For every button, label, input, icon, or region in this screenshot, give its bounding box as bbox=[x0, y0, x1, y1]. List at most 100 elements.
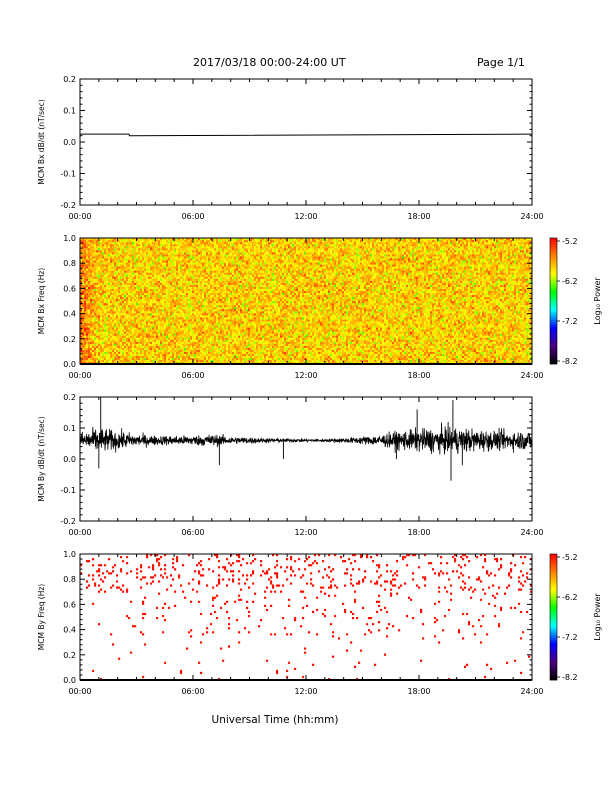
spectrogram-cell bbox=[170, 258, 173, 261]
spectrogram-cell bbox=[168, 240, 171, 243]
spectrogram-cell bbox=[184, 262, 187, 265]
spectrogram-cell bbox=[100, 264, 103, 267]
spectrogram-cell bbox=[82, 274, 85, 277]
spectrogram-cell bbox=[82, 309, 85, 312]
spectrogram-cell bbox=[216, 335, 219, 338]
spectrogram-cell bbox=[130, 327, 133, 330]
spectrogram-cell bbox=[158, 290, 161, 294]
spectrogram-cell bbox=[148, 252, 151, 255]
spectrogram-cell bbox=[82, 290, 85, 294]
spectrogram-cell bbox=[118, 260, 121, 263]
spectrogram-cell bbox=[130, 347, 133, 350]
spectrogram-cell bbox=[180, 341, 183, 344]
spectrogram-cell bbox=[186, 347, 189, 350]
spectrogram-cell bbox=[80, 333, 83, 336]
spectrogram-cell bbox=[214, 337, 217, 340]
spectrogram-cell bbox=[222, 345, 225, 348]
spectrogram-cell bbox=[158, 286, 161, 289]
spectrogram-cell bbox=[168, 254, 171, 257]
spectrogram-cell bbox=[182, 327, 185, 330]
spectrogram-cell bbox=[164, 349, 167, 352]
series-line bbox=[80, 133, 533, 137]
spectrogram-cell bbox=[178, 268, 181, 271]
spectrogram-cell bbox=[184, 353, 187, 357]
spectrogram-cell bbox=[128, 296, 131, 300]
spectrogram-cell bbox=[104, 321, 107, 324]
spectrogram-cell bbox=[162, 323, 165, 326]
spectrogram-cell bbox=[210, 252, 213, 255]
spectrogram-cell bbox=[228, 266, 231, 269]
spectrogram-cell bbox=[196, 288, 199, 291]
spectrogram-cell bbox=[148, 335, 151, 338]
spectrogram-cell bbox=[230, 323, 233, 326]
spectrogram-cell bbox=[112, 359, 115, 363]
spectrogram-cell bbox=[134, 355, 137, 359]
spectrogram-cell bbox=[146, 238, 149, 241]
spectrogram-cell bbox=[232, 260, 235, 263]
spectrogram-cell bbox=[104, 303, 107, 306]
spectrogram-cell bbox=[134, 290, 137, 294]
spectrogram-cell bbox=[172, 337, 175, 340]
spectrogram-cell bbox=[222, 292, 225, 296]
spectrogram-cell bbox=[170, 288, 173, 291]
spectrogram-cell bbox=[150, 309, 153, 312]
spectrogram-cell bbox=[84, 268, 87, 271]
spectrogram-cell bbox=[228, 290, 231, 294]
spectrogram-cell bbox=[176, 276, 179, 279]
spectrogram-cell bbox=[118, 246, 121, 249]
spectrogram-cell bbox=[132, 292, 135, 296]
spectrogram-cell bbox=[80, 341, 83, 344]
spectrogram-cell bbox=[176, 327, 179, 330]
spectrogram-cell bbox=[236, 268, 239, 271]
spectrogram-cell bbox=[128, 252, 131, 255]
spectrogram-cell bbox=[186, 317, 189, 320]
spectrogram-cell bbox=[84, 266, 87, 269]
spectrogram-cell bbox=[100, 274, 103, 277]
spectrogram-cell bbox=[198, 290, 201, 294]
spectrogram-cell bbox=[122, 264, 125, 267]
spectrogram-cell bbox=[80, 343, 83, 346]
spectrogram-cell bbox=[174, 301, 177, 304]
spectrogram-cell bbox=[224, 313, 227, 316]
spectrogram-cell bbox=[100, 296, 103, 300]
spectrogram-cell bbox=[218, 331, 221, 334]
spectrogram-cell bbox=[90, 278, 93, 281]
spectrogram-cell bbox=[100, 238, 103, 241]
spectrogram-cell bbox=[120, 258, 123, 261]
spectrogram-cell bbox=[144, 351, 147, 354]
spectrogram-cell bbox=[136, 329, 139, 332]
spectrogram-cell bbox=[234, 290, 237, 294]
spectrogram-cell bbox=[224, 341, 227, 344]
spectrogram-cell bbox=[216, 303, 219, 306]
spectrogram-cell bbox=[158, 260, 161, 263]
spectrogram-cell bbox=[210, 349, 213, 352]
spectrogram-cell bbox=[194, 331, 197, 334]
spectrogram-cell bbox=[222, 290, 225, 294]
spectrogram-cell bbox=[84, 274, 87, 277]
spectrogram-cell bbox=[216, 327, 219, 330]
spectrogram-cell bbox=[152, 296, 155, 300]
spectrogram-cell bbox=[214, 301, 217, 304]
spectrogram-cell bbox=[216, 311, 219, 314]
spectrogram-cell bbox=[196, 242, 199, 245]
spectrogram-cell bbox=[168, 347, 171, 350]
spectrogram-cell bbox=[128, 325, 131, 328]
spectrogram-cell bbox=[178, 311, 181, 314]
spectrogram-cell bbox=[198, 238, 201, 241]
spectrogram-cell bbox=[114, 242, 117, 245]
spectrogram-cell bbox=[150, 343, 153, 346]
spectrogram-cell bbox=[190, 347, 193, 350]
spectrogram-cell bbox=[80, 268, 83, 271]
spectrogram-cell bbox=[168, 296, 171, 300]
spectrogram-cell bbox=[122, 349, 125, 352]
spectrogram-cell bbox=[114, 343, 117, 346]
spectrogram-cell bbox=[100, 341, 103, 344]
spectrogram-cell bbox=[104, 325, 107, 328]
spectrogram-cell bbox=[110, 248, 113, 251]
spectrogram-cell bbox=[158, 359, 161, 363]
spectrogram-cell bbox=[230, 347, 233, 350]
spectrogram-cell bbox=[214, 262, 217, 265]
spectrogram-cell bbox=[160, 260, 163, 263]
spectrogram-cell bbox=[216, 296, 219, 300]
spectrogram-cell bbox=[116, 240, 119, 243]
